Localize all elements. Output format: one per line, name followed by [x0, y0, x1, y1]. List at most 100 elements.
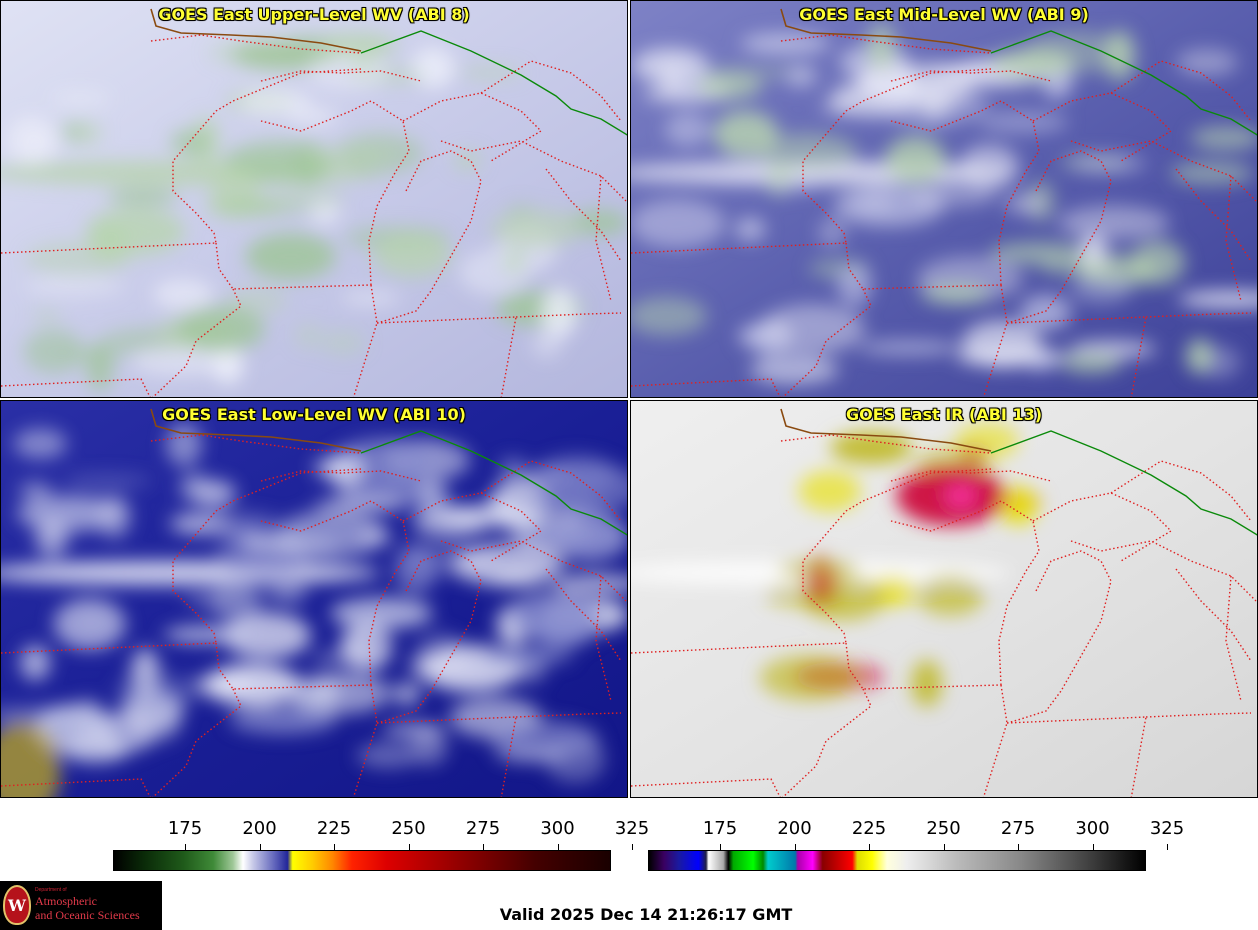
cloud-blob — [1069, 273, 1132, 305]
cloud-blob — [459, 66, 524, 79]
cloud-blob — [165, 422, 203, 467]
cloud-blob — [999, 486, 1038, 526]
state-border — [1006, 150, 1112, 324]
cloud-blob — [764, 581, 849, 608]
cloud-blob — [884, 135, 947, 184]
panel-low-wv: GOES East Low-Level WV (ABI 10) — [0, 400, 628, 798]
dry-region — [1, 721, 61, 797]
cloud-blob — [114, 674, 207, 707]
cloud-blob — [696, 72, 762, 100]
colorbar-tick-label: 275 — [1000, 818, 1036, 839]
cloud-blob — [569, 210, 627, 236]
state-border — [595, 575, 612, 702]
cloud-blob — [837, 264, 872, 307]
cloud-field — [631, 23, 1257, 385]
state-border — [1225, 175, 1242, 302]
cloud-blob — [203, 663, 301, 707]
state-border — [515, 712, 622, 718]
cloud-blob — [818, 218, 847, 247]
cloud-blob — [412, 508, 487, 539]
cloud-blob — [276, 585, 308, 604]
cloud-field — [1, 32, 627, 393]
cloud-blob — [314, 497, 407, 513]
cloud-blob — [1190, 126, 1257, 150]
state-border — [1175, 568, 1252, 662]
colorbar-tick-mark — [408, 844, 410, 850]
colorbar-tick-mark — [557, 844, 559, 850]
cloud-blob — [33, 308, 61, 322]
cloud-blob — [664, 112, 711, 147]
cloud-blob — [916, 575, 985, 616]
coast-line — [780, 408, 992, 452]
cloud-blob — [759, 655, 858, 701]
logo-dept-text: Department of — [35, 887, 67, 893]
cloud-blob — [1130, 239, 1186, 285]
state-border — [845, 642, 1002, 690]
colorbar-tick-label: 300 — [1075, 818, 1110, 839]
map-ir — [631, 401, 1257, 797]
panel-title: GOES East Mid-Level WV (ABI 9) — [799, 5, 1089, 24]
cloud-blob — [179, 472, 210, 503]
cloud-blob — [631, 199, 726, 248]
colorbar-tick-label: 250 — [926, 818, 961, 839]
logo-line-2: and Oceanic Sciences — [35, 908, 140, 922]
cloud-blob — [152, 278, 214, 310]
cloud-blob — [490, 209, 582, 249]
state-border — [376, 550, 482, 724]
state-border — [260, 500, 410, 686]
cloud-blob — [170, 129, 210, 156]
cloud-blob — [24, 275, 125, 297]
colorbar-tick-label: 225 — [316, 818, 352, 839]
cloud-blob — [1019, 294, 1072, 331]
cloud-blob — [229, 705, 337, 735]
state-border — [1110, 460, 1252, 522]
state-border — [782, 288, 872, 397]
cloud-blob — [177, 305, 265, 353]
state-border — [152, 288, 242, 397]
state-border — [440, 540, 627, 602]
state-border — [631, 68, 992, 254]
cloud-blob — [20, 645, 51, 681]
cloud-blob — [221, 612, 312, 659]
cloud-field — [1, 422, 627, 797]
state-border — [982, 684, 1008, 797]
state-border — [1, 68, 362, 254]
state-border — [845, 242, 1002, 290]
panel-ir: GOES East IR (ABI 13) — [630, 400, 1258, 798]
cloud-blob — [531, 330, 562, 359]
state-border — [982, 284, 1008, 397]
cloud-blob — [18, 482, 52, 500]
state-border — [1, 468, 362, 654]
colorbar-tick-mark — [334, 844, 335, 850]
cloud-blob — [411, 47, 455, 89]
cloud-blob — [858, 340, 961, 356]
state-border — [782, 688, 872, 797]
cloud-blob — [340, 291, 400, 305]
cloud-blob — [123, 704, 181, 744]
colorbar-tick-mark — [1018, 844, 1019, 850]
cloud-blob — [1177, 290, 1257, 308]
cloud-blob — [453, 151, 482, 170]
state-border — [480, 60, 622, 122]
country-border — [360, 430, 627, 536]
state-border — [215, 642, 372, 690]
colorbar-tick-label: 200 — [242, 818, 277, 839]
state-border — [890, 100, 1040, 286]
cloud-blob — [820, 98, 862, 116]
cloud-blob — [1185, 338, 1214, 374]
cloud-blob — [308, 682, 341, 699]
colorbar-tick-label: 175 — [702, 818, 738, 839]
cloud-blob — [245, 233, 336, 280]
cloud-blob — [535, 454, 618, 496]
cloud-blob — [542, 287, 577, 339]
state-border — [1006, 550, 1112, 724]
cloud-blob — [416, 479, 450, 514]
cloud-blob — [749, 354, 839, 385]
state-border — [545, 168, 622, 262]
cloud-blob — [131, 346, 238, 377]
colorbar-tick-mark — [794, 844, 796, 850]
ir-colorbar — [648, 850, 1146, 871]
cloud-blob — [311, 457, 366, 478]
wv-colorbar — [113, 850, 611, 871]
cloud-blob — [163, 626, 250, 644]
